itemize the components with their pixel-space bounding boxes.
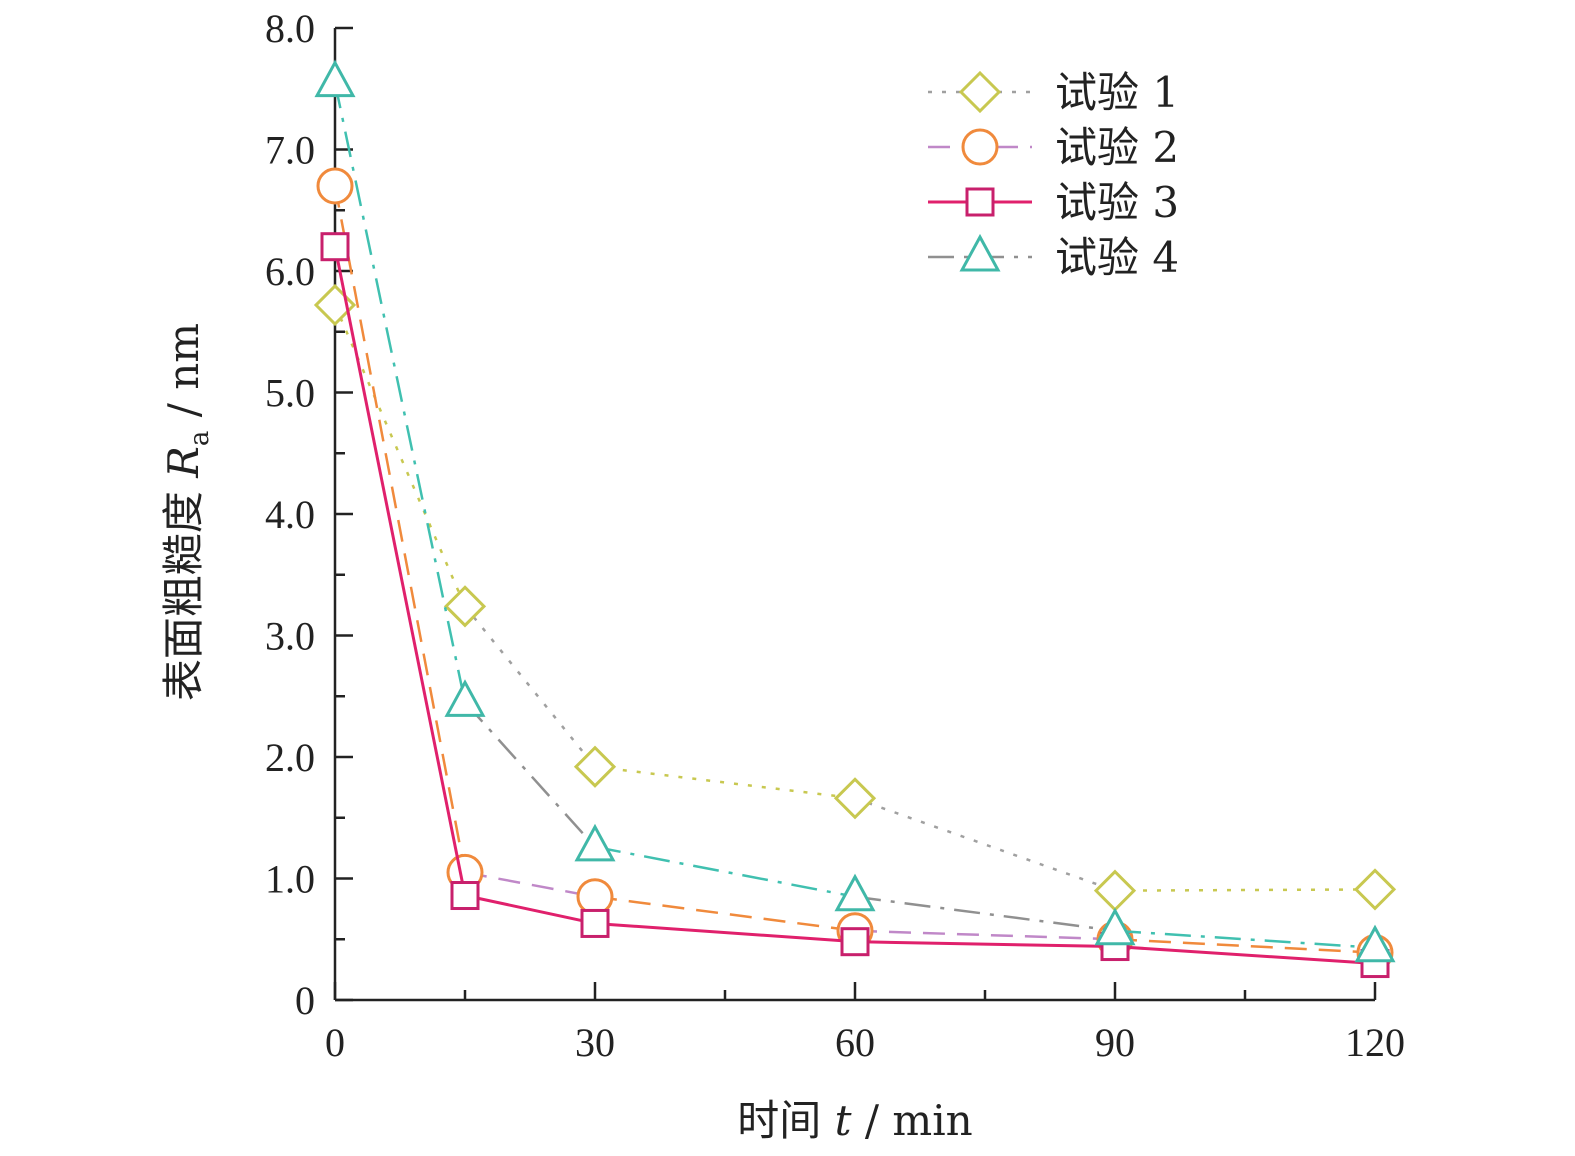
y-tick-label: 2.0 [265,735,315,780]
series-4-segment [854,895,1116,932]
y-tick-label: 0 [295,978,315,1023]
series-4-point [834,873,876,912]
series-1-point [1093,869,1137,912]
series-2-point [576,878,614,916]
series-1-segment [1114,888,1376,892]
legend-item-1: 试验 1 [928,68,1179,117]
series-1-segment [464,605,596,768]
legend-label: 试验 4 [1055,233,1179,282]
series-4-point [444,679,486,717]
x-tick-label: 90 [1095,1020,1135,1065]
legend-label: 试验 1 [1055,68,1179,117]
series-4-point [1094,907,1136,946]
series-1-point [833,777,877,820]
series-1-segment [594,765,856,800]
series-4-segment [594,845,856,898]
series-1-point [1353,868,1397,911]
y-axis-title: 表面粗糙度 Ra / nm [159,323,215,701]
x-tick-label: 0 [325,1020,345,1065]
series-3-point [840,927,870,957]
series-4-segment [1114,929,1376,950]
series-2-segment [594,895,856,932]
series-4 [314,59,1396,963]
x-tick-label: 120 [1345,1020,1405,1065]
legend-label: 试验 3 [1055,178,1179,227]
series-4-segment [464,701,596,848]
legend-label: 试验 2 [1055,123,1179,172]
series-3-segment [854,940,1116,949]
series-3-segment [333,246,467,896]
series-3-segment [464,894,596,925]
series-4-point [574,823,616,862]
series-3-point [320,232,350,262]
x-tick-label: 30 [575,1020,615,1065]
y-tick-label: 6.0 [265,249,315,294]
x-axis-title: 时间 t / min [737,1096,972,1145]
y-tick-label: 4.0 [265,492,315,537]
series-2-segment [854,929,1116,941]
series-2-segment [1114,938,1376,954]
legend-marker [965,187,995,217]
series-4-point [314,59,356,98]
series-4-segment [333,82,467,703]
series-1 [313,283,1397,912]
legend-marker [961,128,999,166]
legend-item-4: 试验 4 [928,233,1179,282]
series-layer [313,59,1397,979]
series-2-point [316,167,354,205]
series-3-segment [1114,945,1376,966]
axes: 0 1.0 2.0 3.0 4.0 5.0 6.0 7.0 8.0 0 30 60 90 120 [265,6,1405,1065]
series-4-point [1354,924,1396,963]
y-tick-label: 7.0 [265,128,315,173]
series-3-point [580,908,610,938]
series-2 [316,167,1394,972]
series-1-segment [854,797,1116,892]
y-tick-label: 3.0 [265,614,315,659]
series-1-point [443,585,487,628]
legend-marker [959,233,1001,272]
legend-marker [958,70,1002,114]
y-tick-label: 1.0 [265,857,315,902]
series-3-point [450,881,480,911]
legend-item-2: 试验 2 [928,123,1179,172]
x-tick-label: 60 [835,1020,875,1065]
series-1-point [573,745,617,788]
legend: 试验 1 试验 2 试验 3 试验 4 [928,68,1179,282]
y-tick-label: 5.0 [265,371,315,416]
legend-item-3: 试验 3 [928,178,1179,227]
series-2-segment [464,871,596,898]
y-tick-label: 8.0 [265,6,315,51]
series-2-segment [333,185,467,873]
series-3-segment [594,921,856,944]
